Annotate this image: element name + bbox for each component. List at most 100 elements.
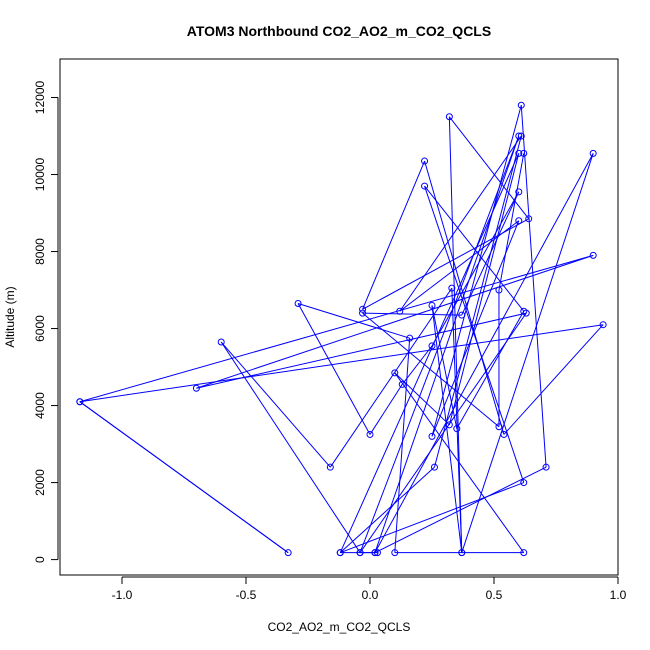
- x-tick-label: 0.0: [362, 588, 379, 602]
- data-point: [421, 182, 429, 190]
- series-segment: [431, 191, 520, 347]
- chart-title: ATOM3 Northbound CO2_AO2_m_CO2_QCLS: [187, 23, 491, 39]
- series-segment: [362, 312, 462, 316]
- data-point: [515, 217, 523, 225]
- series-segment: [329, 287, 453, 468]
- series-segment: [401, 345, 433, 385]
- data-point: [359, 305, 367, 313]
- data-point: [515, 188, 523, 196]
- y-axis: 0 2000 4000 6000 8000 10000 12000: [33, 80, 59, 563]
- data-point: [373, 549, 381, 557]
- data-point: [520, 149, 528, 157]
- series-segment: [431, 305, 458, 429]
- y-tick-label: 10000: [33, 158, 47, 192]
- series-segment: [220, 341, 331, 468]
- series-segment: [424, 185, 525, 312]
- data-point: [517, 101, 525, 109]
- series-segment: [461, 191, 520, 316]
- x-tick-label: 0.5: [486, 588, 503, 602]
- plot-frame: [59, 58, 619, 576]
- data-point: [76, 398, 84, 406]
- data-point: [428, 342, 436, 350]
- data-point: [495, 286, 503, 294]
- series-segment: [431, 220, 520, 437]
- x-axis-label: CO2_AO2_m_CO2_QCLS: [268, 620, 411, 634]
- data-point: [445, 113, 453, 121]
- data-point: [294, 300, 302, 308]
- series-segment: [433, 135, 522, 468]
- data-point: [406, 334, 414, 342]
- data-point: [336, 549, 344, 557]
- series-segment: [374, 153, 594, 553]
- x-tick-label: -0.5: [236, 588, 257, 602]
- series-segment: [448, 116, 530, 220]
- series-segment: [340, 482, 524, 554]
- series-segment: [394, 338, 411, 553]
- data-point: [542, 463, 550, 471]
- series-segment: [424, 185, 525, 483]
- series-segment: [448, 153, 520, 425]
- series-segment: [79, 401, 289, 554]
- y-tick-label: 4000: [33, 392, 47, 419]
- data-point: [326, 463, 334, 471]
- data-point: [453, 425, 461, 433]
- series-segment: [431, 305, 463, 553]
- y-tick-label: 2000: [33, 469, 47, 496]
- series-points: [76, 101, 607, 557]
- series-segment: [362, 218, 529, 310]
- series-segment: [374, 135, 520, 553]
- data-point: [371, 549, 379, 557]
- data-point: [589, 251, 597, 259]
- data-point: [458, 549, 466, 557]
- data-point: [520, 549, 528, 557]
- series-segment: [362, 160, 426, 310]
- series-segment: [297, 303, 410, 339]
- series-segment: [399, 135, 522, 312]
- data-point: [359, 309, 367, 317]
- series-segment: [394, 372, 525, 553]
- x-axis: -1.0 -0.5 0.0 0.5 1.0: [112, 576, 627, 602]
- y-tick-label: 6000: [33, 315, 47, 342]
- data-point: [520, 479, 528, 487]
- series-segment: [520, 105, 547, 468]
- data-point: [396, 307, 404, 315]
- data-point: [517, 132, 525, 140]
- data-point: [391, 369, 399, 377]
- series-segment: [498, 153, 525, 291]
- y-tick-label: 0: [33, 556, 47, 563]
- data-point: [192, 384, 200, 392]
- series-lines: [79, 105, 604, 554]
- series-segment: [79, 324, 604, 403]
- data-point: [500, 430, 508, 438]
- data-point: [366, 430, 374, 438]
- data-point: [428, 301, 436, 309]
- data-point: [495, 423, 503, 431]
- data-point: [515, 132, 523, 140]
- series-segment: [461, 153, 594, 553]
- y-tick-label: 8000: [33, 238, 47, 265]
- data-point: [589, 149, 597, 157]
- series-segment: [339, 153, 520, 553]
- series-segment: [424, 160, 505, 435]
- data-point: [599, 321, 607, 329]
- x-tick-label: 1.0: [610, 588, 627, 602]
- series-segment: [503, 324, 604, 435]
- data-point: [398, 380, 406, 388]
- series-segment: [448, 116, 463, 553]
- y-tick-label: 12000: [33, 80, 47, 114]
- series-segment: [339, 466, 435, 554]
- data-point: [284, 549, 292, 557]
- data-point: [217, 338, 225, 346]
- data-point: [356, 549, 364, 557]
- data-point: [430, 463, 438, 471]
- series-segment: [196, 254, 594, 389]
- series-segment: [369, 384, 403, 435]
- data-point: [391, 549, 399, 557]
- data-point: [520, 307, 528, 315]
- data-point: [421, 157, 429, 165]
- series-segment: [220, 341, 361, 553]
- series-segment: [297, 303, 371, 435]
- x-tick-label: -1.0: [112, 588, 133, 602]
- series-segment: [362, 312, 500, 428]
